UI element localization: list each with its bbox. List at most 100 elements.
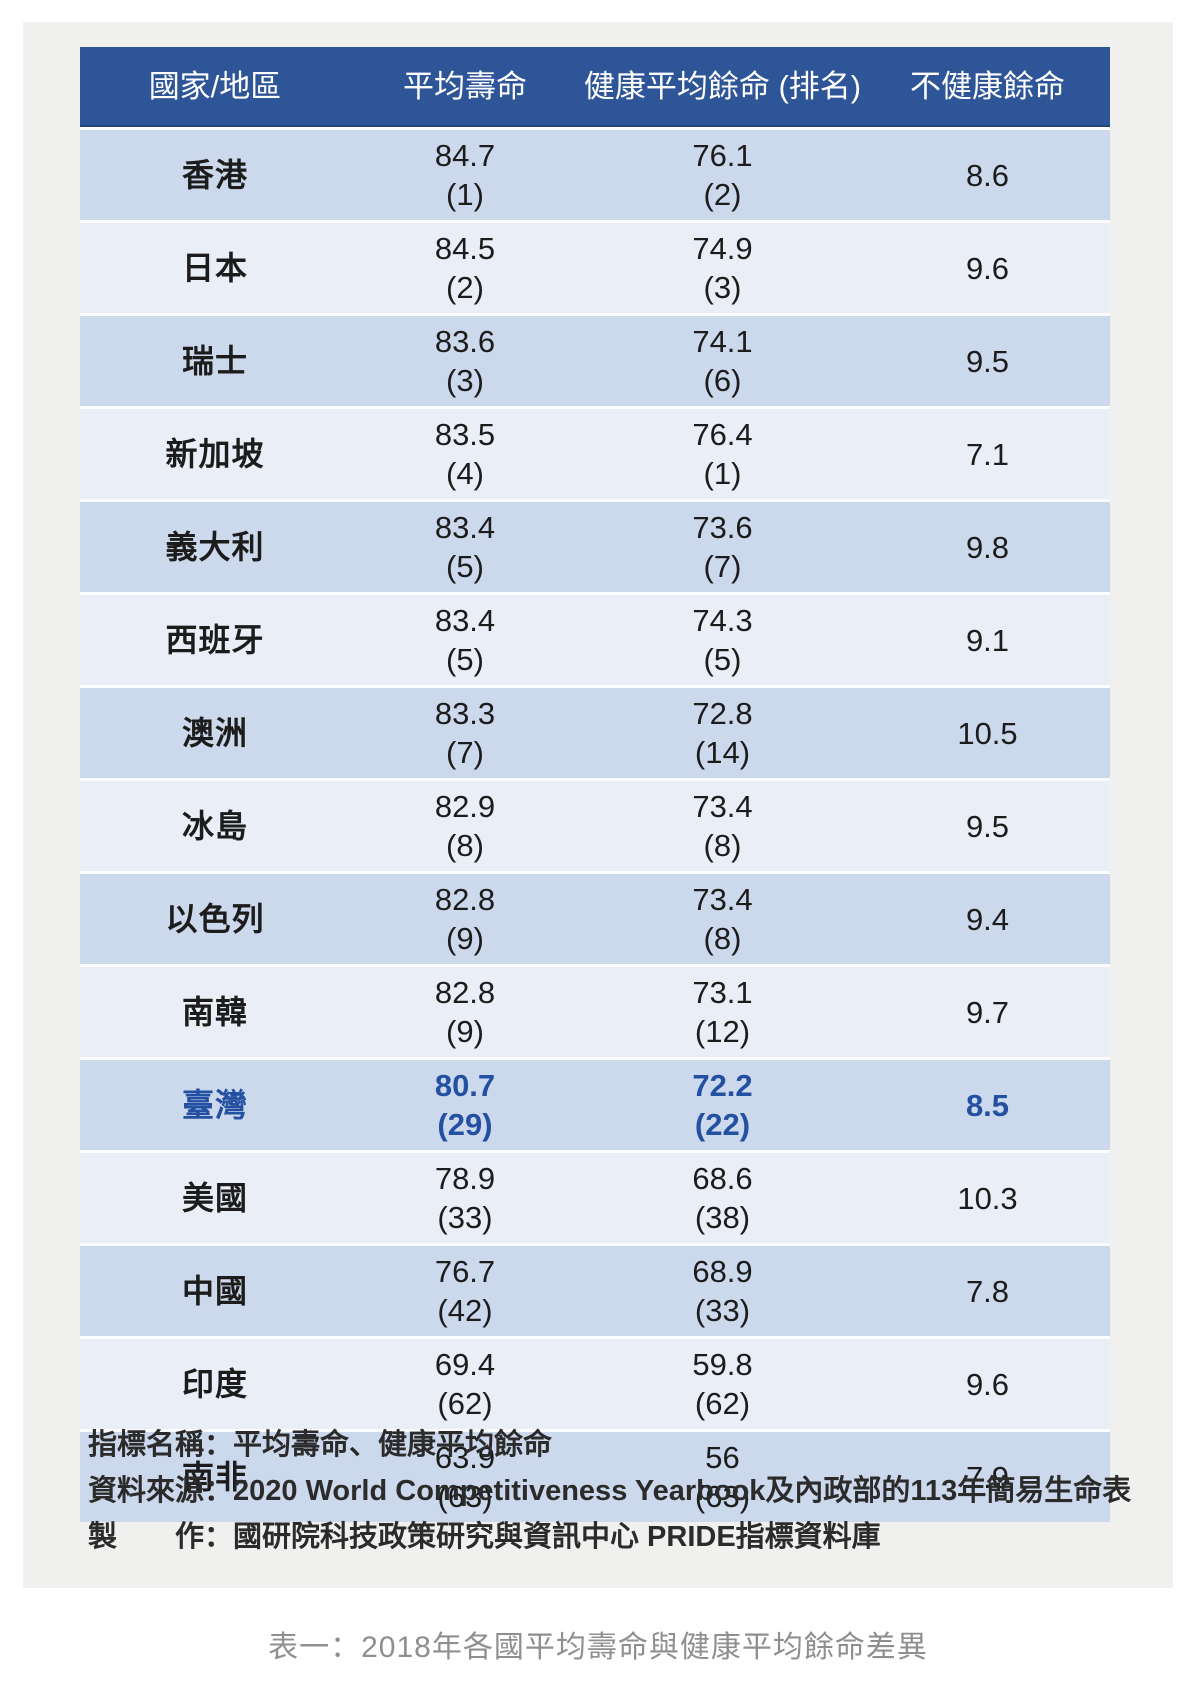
life-expectancy-value: 82.9 <box>434 789 496 824</box>
region-cell: 中國 <box>80 1243 350 1336</box>
table-row: 新加坡 83.5 (4) 76.4 (1) 7.1 <box>80 406 1110 499</box>
table-row: 南非 63.9 (63) 56 (63) 7.9 <box>80 1429 1110 1522</box>
footnote-indicator-name: 指標名稱：平均壽命、健康平均餘命 <box>88 1429 553 1461</box>
header-region-label: 國家/地區 <box>148 69 282 104</box>
header-healthy-label: 健康平均餘命 <box>583 69 770 104</box>
life-expectancy-cell: 84.7 (1) <box>350 130 580 220</box>
region-name: 以色列 <box>165 900 265 937</box>
unhealthy-years-value: 7.9 <box>965 1459 1010 1495</box>
unhealthy-years-cell: 9.5 <box>865 313 1110 406</box>
table-row: 中國 76.7 (42) 68.9 (33) 7.8 <box>80 1243 1110 1336</box>
life-expectancy-value: 76.7 <box>434 1254 496 1289</box>
healthy-life-value: 68.9 <box>692 1254 753 1289</box>
unhealthy-years-cell: 9.6 <box>865 1336 1110 1429</box>
header-life-expectancy: 平均壽命 <box>350 47 580 130</box>
header-healthy-sublabel: (排名) <box>778 69 862 104</box>
healthy-life-rank: (3) <box>703 270 742 305</box>
life-expectancy-rank: (7) <box>446 735 484 770</box>
unhealthy-years-cell: 9.6 <box>865 220 1110 313</box>
life-expectancy-value: 83.5 <box>434 417 496 452</box>
table-row: 日本 84.5 (2) 74.9 (3) 9.6 <box>80 220 1110 313</box>
table-row: 印度 69.4 (62) 59.8 (62) 9.6 <box>80 1336 1110 1429</box>
life-expectancy-rank: (42) <box>437 1293 493 1328</box>
life-expectancy-value: 83.4 <box>434 603 496 638</box>
life-expectancy-value: 63.9 <box>434 1440 496 1475</box>
table-header: 國家/地區 平均壽命 健康平均餘命 (排名) 不健康餘命 <box>80 47 1110 130</box>
healthy-life-value: 74.3 <box>692 603 753 638</box>
life-expectancy-rank: (1) <box>446 177 484 212</box>
table-row: 臺灣 80.7 (29) 72.2 (22) 8.5 <box>80 1057 1110 1150</box>
region-cell: 瑞士 <box>80 313 350 406</box>
unhealthy-years-value: 7.8 <box>965 1273 1010 1309</box>
healthy-life-cell: 68.9 (33) <box>580 1243 865 1336</box>
region-name: 香港 <box>181 156 248 193</box>
life-expectancy-cell: 83.5 (4) <box>350 406 580 499</box>
header-unhealthy-life: 不健康餘命 <box>865 47 1110 130</box>
region-cell: 義大利 <box>80 499 350 592</box>
region-name: 瑞士 <box>181 342 248 379</box>
unhealthy-years-value: 9.6 <box>965 1366 1010 1402</box>
life-expectancy-cell: 83.4 (5) <box>350 592 580 685</box>
healthy-life-cell: 76.1 (2) <box>580 130 865 220</box>
region-cell: 南非 <box>80 1429 350 1522</box>
header-life-label: 平均壽命 <box>403 69 527 104</box>
life-expectancy-rank: (5) <box>446 642 484 677</box>
unhealthy-years-cell: 9.8 <box>865 499 1110 592</box>
healthy-life-cell: 73.4 (8) <box>580 778 865 871</box>
unhealthy-years-value: 9.4 <box>965 901 1010 937</box>
life-expectancy-value: 78.9 <box>434 1161 496 1196</box>
healthy-life-rank: (8) <box>703 921 742 956</box>
healthy-life-cell: 73.4 (8) <box>580 871 865 964</box>
table-row: 以色列 82.8 (9) 73.4 (8) 9.4 <box>80 871 1110 964</box>
life-expectancy-rank: (62) <box>437 1386 493 1421</box>
life-expectancy-value: 69.4 <box>434 1347 496 1382</box>
region-cell: 冰島 <box>80 778 350 871</box>
life-expectancy-cell: 83.6 (3) <box>350 313 580 406</box>
healthy-life-cell: 74.1 (6) <box>580 313 865 406</box>
table-panel: 國家/地區 平均壽命 健康平均餘命 (排名) 不健康餘命 香港 <box>23 22 1173 1588</box>
life-expectancy-value: 83.4 <box>434 510 496 545</box>
healthy-life-rank: (62) <box>694 1386 751 1421</box>
region-cell: 西班牙 <box>80 592 350 685</box>
region-name: 南韓 <box>181 993 248 1030</box>
unhealthy-years-value: 9.5 <box>965 808 1010 844</box>
table-caption: 表一：2018年各國平均壽命與健康平均餘命差異 <box>268 1631 928 1664</box>
footnote-data-source: 資料來源：2020 World Competitiveness Yearbook… <box>88 1475 1132 1507</box>
healthy-life-value: 56 <box>705 1440 740 1475</box>
unhealthy-years-cell: 9.1 <box>865 592 1110 685</box>
unhealthy-years-cell: 7.9 <box>865 1429 1110 1522</box>
unhealthy-years-value: 8.6 <box>965 157 1010 193</box>
healthy-life-value: 74.1 <box>692 324 753 359</box>
life-expectancy-value: 84.5 <box>434 231 496 266</box>
unhealthy-years-value: 9.5 <box>965 343 1010 379</box>
region-cell: 澳洲 <box>80 685 350 778</box>
healthy-life-cell: 73.1 (12) <box>580 964 865 1057</box>
region-name: 中國 <box>181 1272 248 1309</box>
healthy-life-value: 68.6 <box>692 1161 753 1196</box>
life-expectancy-rank: (33) <box>437 1200 493 1235</box>
region-cell: 以色列 <box>80 871 350 964</box>
life-expectancy-value: 83.3 <box>434 696 496 731</box>
unhealthy-years-value: 9.8 <box>965 529 1010 565</box>
life-expectancy-rank: (8) <box>446 828 484 863</box>
region-name: 澳洲 <box>181 714 248 751</box>
unhealthy-years-value: 9.7 <box>965 994 1010 1030</box>
region-name: 西班牙 <box>165 621 265 658</box>
healthy-life-cell: 74.9 (3) <box>580 220 865 313</box>
life-expectancy-rank: (2) <box>446 270 484 305</box>
unhealthy-years-cell: 9.4 <box>865 871 1110 964</box>
life-expectancy-cell: 69.4 (62) <box>350 1336 580 1429</box>
unhealthy-years-value: 9.6 <box>965 250 1010 286</box>
healthy-life-cell: 72.8 (14) <box>580 685 865 778</box>
table-row: 西班牙 83.4 (5) 74.3 (5) 9.1 <box>80 592 1110 685</box>
life-expectancy-value: 84.7 <box>434 138 496 173</box>
healthy-life-rank: (8) <box>703 828 742 863</box>
healthy-life-cell: 72.2 (22) <box>580 1057 865 1150</box>
unhealthy-years-cell: 8.6 <box>865 130 1110 220</box>
unhealthy-years-value: 7.1 <box>965 436 1010 472</box>
healthy-life-cell: 68.6 (38) <box>580 1150 865 1243</box>
region-cell: 香港 <box>80 130 350 220</box>
life-expectancy-rank: (63) <box>437 1479 493 1514</box>
life-expectancy-rank: (9) <box>446 921 484 956</box>
footnotes: 指標名稱：平均壽命、健康平均餘命 資料來源：2020 World Competi… <box>88 1422 1148 1560</box>
